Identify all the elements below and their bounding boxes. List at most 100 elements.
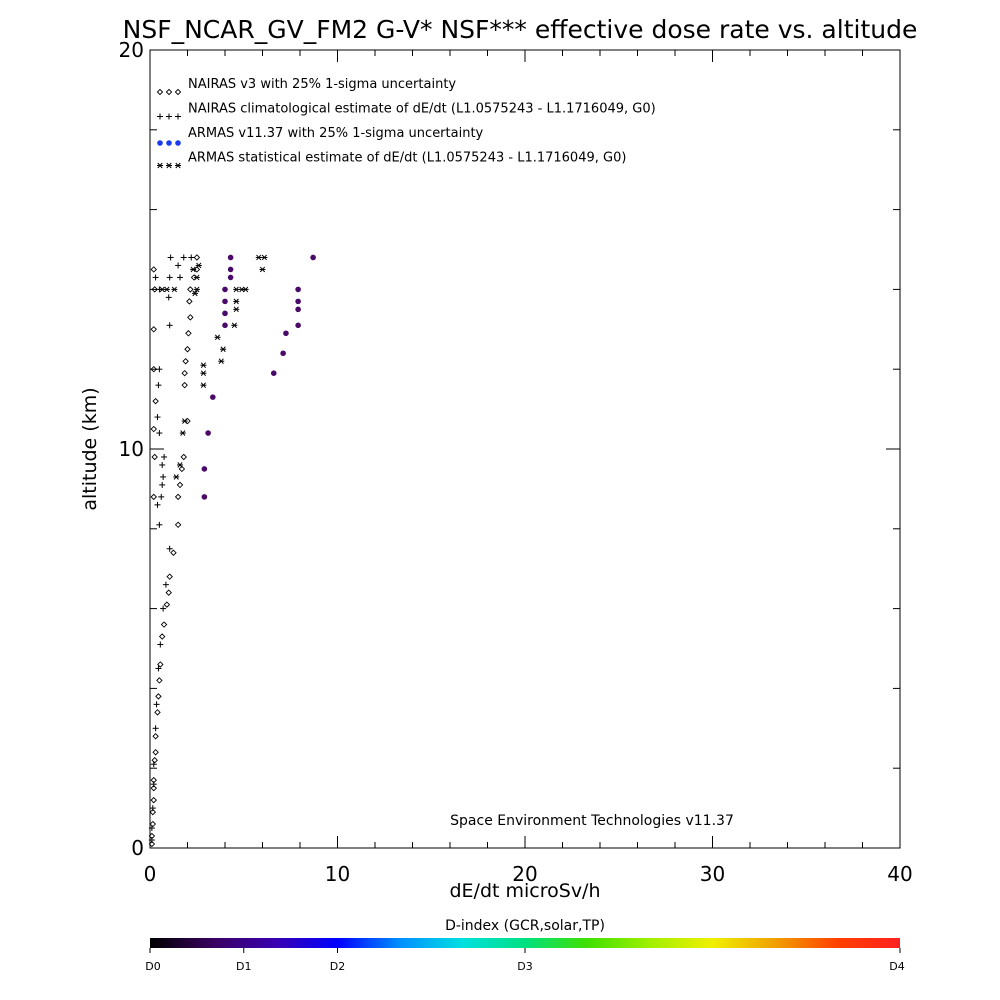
data-point bbox=[255, 254, 262, 261]
legend-symbol bbox=[166, 113, 172, 120]
data-point bbox=[150, 781, 157, 788]
data-point bbox=[150, 266, 157, 273]
data-point bbox=[185, 330, 192, 337]
data-point bbox=[180, 254, 187, 261]
data-point bbox=[187, 286, 194, 293]
data-point bbox=[173, 474, 180, 480]
legend-symbol bbox=[157, 113, 163, 120]
data-point bbox=[295, 306, 301, 313]
data-point bbox=[176, 481, 184, 489]
data-point bbox=[222, 298, 228, 305]
data-point bbox=[192, 290, 198, 297]
data-point bbox=[152, 274, 159, 281]
legend-symbol bbox=[165, 88, 173, 96]
data-point bbox=[149, 820, 157, 828]
chart-title: NSF_NCAR_GV_FM2 G-V* NSF*** effective do… bbox=[123, 15, 918, 44]
data-point bbox=[222, 310, 228, 317]
data-point bbox=[181, 418, 188, 424]
data-point bbox=[165, 589, 172, 596]
data-point bbox=[152, 397, 159, 405]
x-tick-label: 40 bbox=[887, 862, 912, 886]
legend: NAIRAS v3 with 25% 1-sigma uncertainty NA… bbox=[156, 77, 656, 169]
data-point bbox=[193, 274, 200, 281]
data-point bbox=[214, 334, 221, 341]
legend-symbol bbox=[175, 113, 181, 120]
data-point bbox=[200, 370, 207, 377]
axis-tick-labels: 0 10 20 30 40 0 10 20 bbox=[119, 38, 913, 886]
colorbar-label: D4 bbox=[889, 960, 904, 973]
legend-entry: NAIRAS climatological estimate of dE/dt … bbox=[188, 102, 656, 117]
data-point bbox=[151, 453, 158, 461]
data-point bbox=[152, 749, 159, 756]
x-tick-label: 30 bbox=[700, 862, 725, 886]
data-point bbox=[150, 784, 157, 792]
data-point bbox=[152, 725, 159, 732]
data-point bbox=[295, 322, 301, 329]
x-tick-label: 10 bbox=[325, 862, 350, 886]
data-point bbox=[159, 461, 166, 468]
data-point bbox=[153, 701, 160, 708]
credit-label: Space Environment Technologies v11.37 bbox=[450, 813, 734, 829]
data-point bbox=[190, 266, 197, 273]
data-point bbox=[156, 521, 163, 528]
data-point bbox=[222, 322, 228, 329]
data-point bbox=[195, 262, 202, 269]
data-point bbox=[154, 709, 161, 716]
data-point bbox=[155, 382, 162, 389]
legend-symbol bbox=[156, 88, 164, 96]
data-point bbox=[156, 366, 163, 373]
data-point bbox=[148, 840, 156, 848]
data-point bbox=[181, 369, 188, 377]
data-point bbox=[283, 330, 289, 337]
data-point bbox=[227, 274, 234, 281]
data-point bbox=[150, 796, 157, 804]
legend-symbol bbox=[175, 140, 181, 146]
data-point bbox=[227, 254, 234, 261]
data-point bbox=[227, 266, 234, 273]
data-point bbox=[151, 286, 158, 293]
data-point bbox=[150, 493, 157, 501]
data-point bbox=[270, 370, 277, 376]
y-axis-label: altitude (km) bbox=[79, 387, 101, 510]
data-point bbox=[233, 306, 240, 313]
data-point bbox=[162, 581, 169, 588]
legend-symbol bbox=[166, 140, 172, 146]
colorbar-label: D1 bbox=[236, 960, 251, 973]
data-point bbox=[166, 274, 173, 281]
plot-frame bbox=[149, 49, 901, 849]
data-point bbox=[158, 493, 165, 500]
data-point bbox=[150, 326, 157, 333]
series-diamond bbox=[148, 254, 201, 848]
data-point bbox=[233, 286, 240, 293]
colorbar-label: D0 bbox=[145, 960, 160, 973]
data-point bbox=[166, 573, 173, 580]
colorbar-label: D2 bbox=[330, 960, 345, 973]
data-point bbox=[180, 453, 187, 461]
data-point bbox=[177, 274, 183, 281]
series-plus bbox=[148, 254, 195, 844]
data-point bbox=[182, 357, 189, 365]
data-point bbox=[174, 493, 182, 501]
x-axis-label: dE/dt microSv/h bbox=[449, 880, 600, 902]
data-point bbox=[193, 266, 201, 273]
data-point bbox=[210, 394, 216, 400]
data-point bbox=[184, 346, 191, 353]
data-point bbox=[161, 453, 168, 460]
data-point bbox=[155, 693, 162, 700]
legend-entry: ARMAS statistical estimate of dE/dt (L1.… bbox=[188, 151, 626, 166]
data-point bbox=[200, 362, 207, 369]
data-point bbox=[261, 254, 268, 261]
data-point bbox=[163, 601, 171, 608]
data-point bbox=[295, 298, 301, 305]
data-point bbox=[201, 466, 208, 472]
legend-symbol bbox=[157, 140, 163, 146]
legend-entry: NAIRAS v3 with 25% 1-sigma uncertainty bbox=[188, 77, 456, 92]
data-point bbox=[295, 286, 301, 293]
x-tick-label: 20 bbox=[512, 862, 537, 886]
data-point bbox=[310, 254, 316, 261]
data-point bbox=[150, 761, 157, 768]
data-point bbox=[187, 314, 194, 321]
data-point bbox=[188, 254, 195, 261]
data-point bbox=[181, 381, 188, 389]
